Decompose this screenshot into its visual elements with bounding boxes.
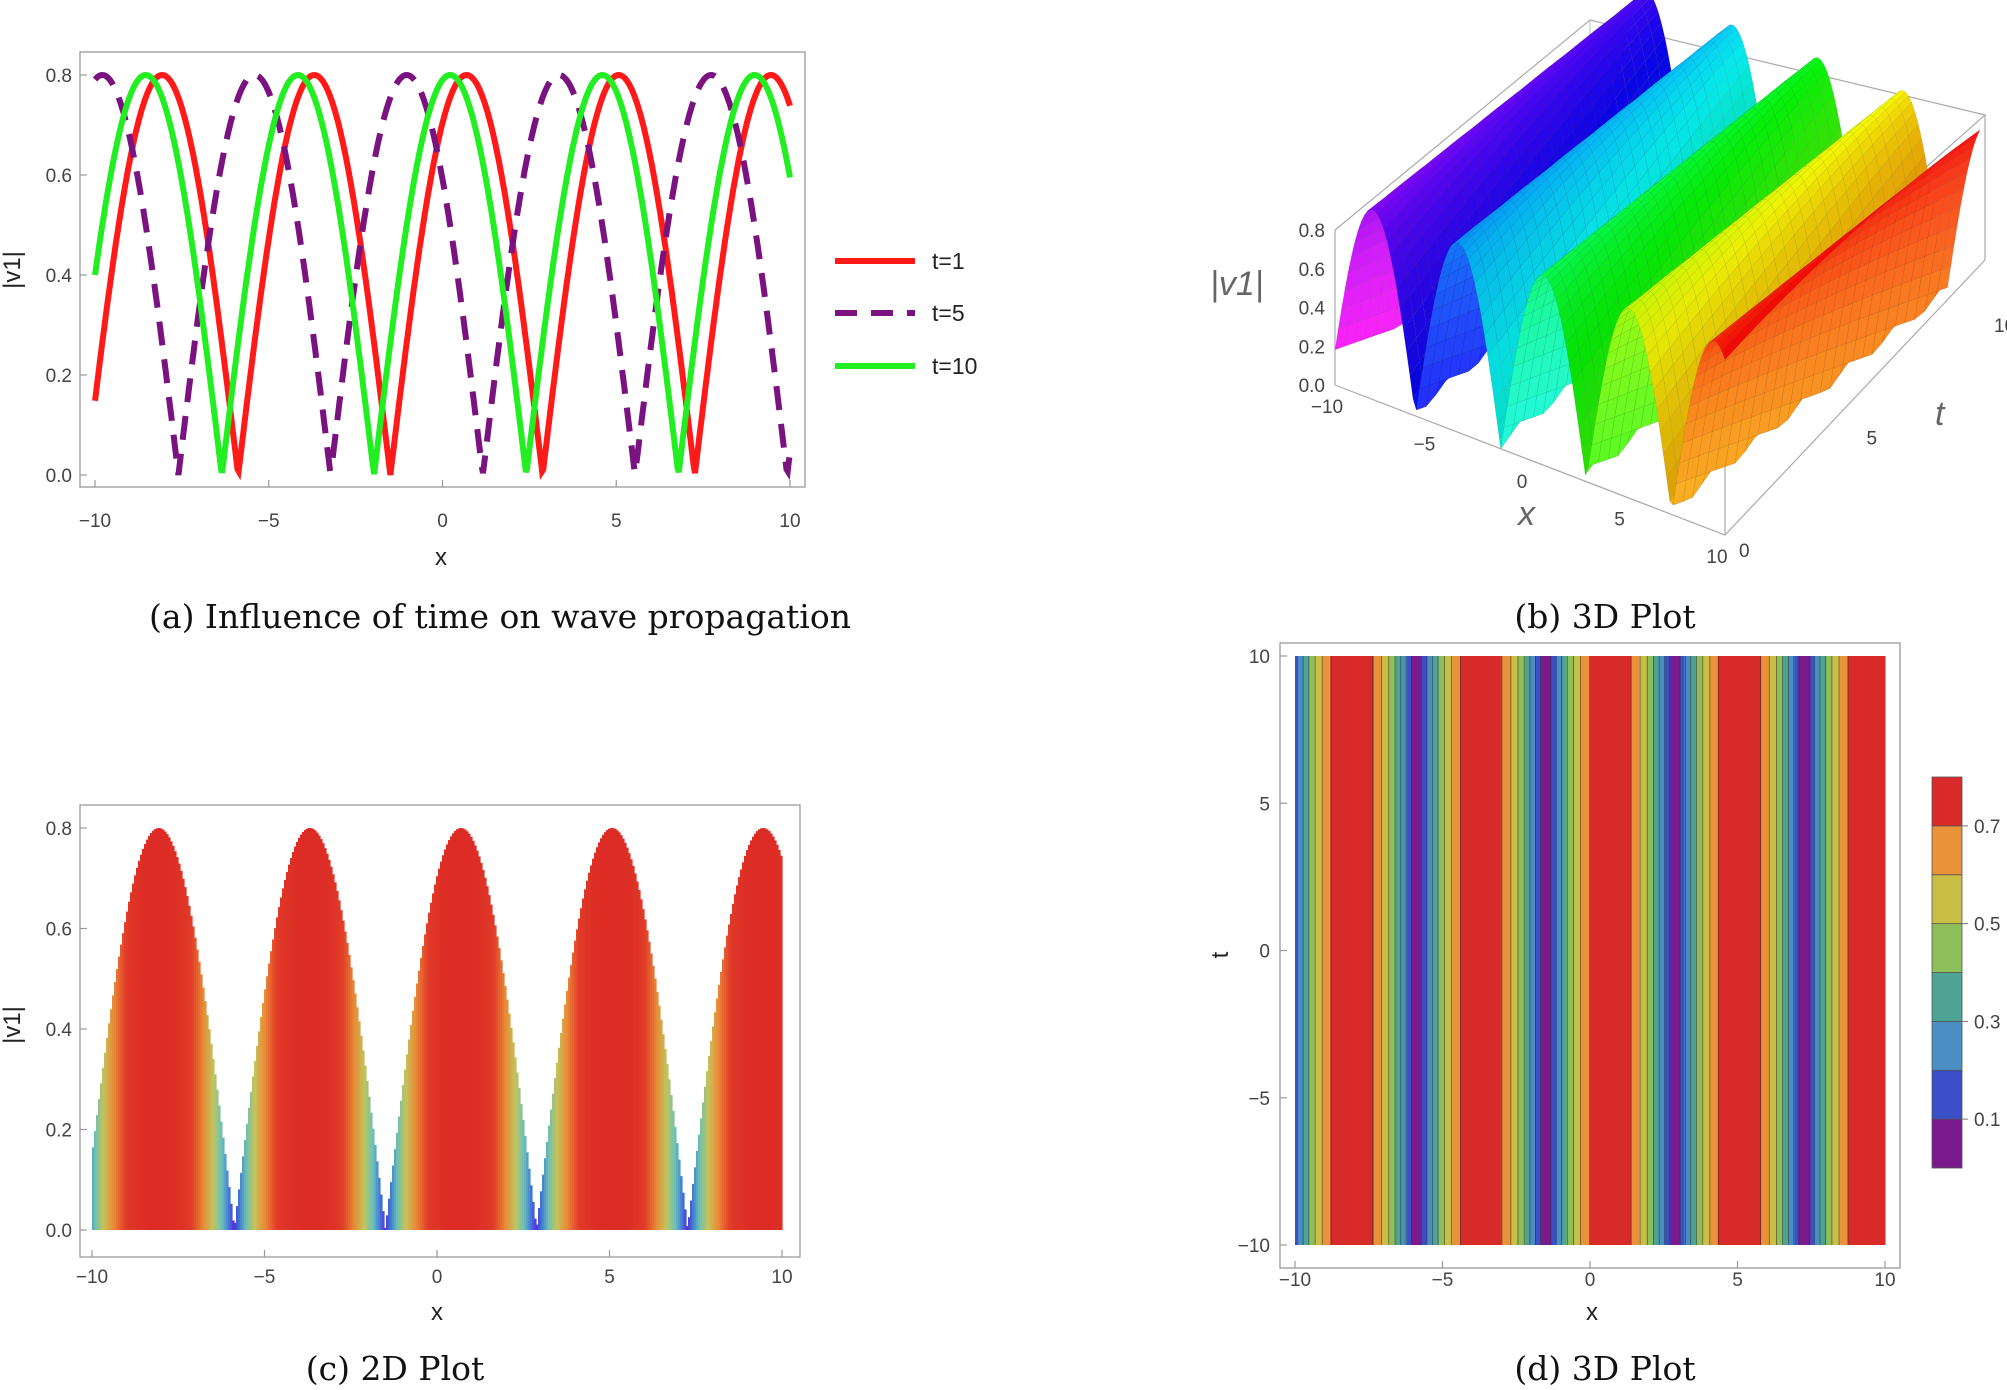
x-tick-label: 5	[611, 511, 622, 532]
x-tick-label: 10	[1706, 547, 1727, 568]
z-tick-label: 0.2	[1299, 337, 1325, 358]
x-tick-label: 5	[1614, 510, 1625, 531]
y-tick-label: 0.8	[46, 819, 72, 840]
panel-b-xlabel: x	[1516, 495, 1536, 533]
y-tick-label: 0.6	[46, 920, 72, 941]
x-tick-label: −5	[254, 1267, 276, 1288]
y-tick-label: 0.2	[46, 366, 72, 387]
panel-b-surface	[1334, 0, 1981, 506]
y-tick-label: 10	[1994, 316, 2007, 337]
y-tick-label: −5	[1248, 1089, 1270, 1110]
colorbar-segment	[1931, 1069, 1963, 1120]
y-tick-label: 0	[1739, 541, 1750, 562]
series-line-t1	[92, 71, 793, 481]
x-tick-label: 0	[432, 1267, 443, 1288]
y-tick-label: −10	[1238, 1236, 1270, 1257]
colorbar-segment	[1931, 825, 1963, 876]
y-tick-label: 5	[1867, 429, 1878, 450]
colorbar-tick-label: 0.7	[1974, 817, 2000, 838]
y-tick-label: 0	[1259, 942, 1270, 963]
x-tick-label: 0	[1585, 1270, 1596, 1291]
panel-c-ylabel: |v1|	[0, 1006, 26, 1044]
svg-text:|v1|: |v1|	[0, 1006, 26, 1044]
z-tick-label: 0.6	[1299, 260, 1325, 281]
legend-label-t1: t=1	[932, 248, 965, 274]
z-tick-label: 0.0	[1299, 376, 1325, 397]
colorbar-segment	[1931, 776, 1963, 827]
panel-c-caption: (c) 2D Plot	[306, 1349, 485, 1388]
panel-a-line-chart: −10 −5 0 5 10 0.0 0.2 0.4 0.6 0.8 x |v1| t=1 t=5…	[0, 51, 977, 636]
colorbar-tick-label: 0.1	[1974, 1110, 2000, 1131]
x-tick-label: 10	[1874, 1270, 1895, 1291]
z-tick-label: 0.8	[1299, 221, 1325, 242]
contour-band	[1883, 656, 1886, 1245]
panel-d-ylabel: t	[1207, 951, 1234, 958]
y-tick-label: 5	[1259, 794, 1270, 815]
x-tick-label: 10	[771, 1267, 792, 1288]
y-tick-label: 0.2	[46, 1121, 72, 1142]
panel-b-zlabel: |v1|	[1210, 265, 1264, 303]
panel-a-legend: t=1 t=5 t=10	[835, 248, 977, 379]
panel-d-colorbar: 0.1 0.3 0.5 0.7	[1931, 776, 2000, 1169]
colorbar-tick-label: 0.3	[1974, 1012, 2000, 1033]
x-tick-label: −5	[1432, 1270, 1454, 1291]
area-slice	[382, 1211, 385, 1230]
colorbar-tick-label: 0.5	[1974, 915, 2000, 936]
legend-label-t10: t=10	[932, 353, 977, 379]
colorbar-segment	[1931, 972, 1963, 1022]
panel-d-xlabel: x	[1586, 1299, 1598, 1326]
x-tick-label: −10	[76, 1267, 108, 1288]
y-tick-label: 10	[1249, 647, 1270, 668]
panel-a-caption: (a) Influence of time on wave propagatio…	[149, 597, 851, 636]
x-tick-label: 10	[779, 511, 800, 532]
colorbar-segment	[1931, 923, 1963, 973]
panel-b-ylabel: t	[1935, 395, 1946, 433]
svg-text:t: t	[1207, 951, 1234, 958]
y-tick-label: 0.8	[46, 66, 72, 87]
area-slice	[780, 855, 783, 1230]
panel-a-ylabel: |v1|	[0, 251, 26, 289]
x-tick-label: −5	[1414, 435, 1436, 456]
y-tick-label: 0.4	[46, 266, 73, 287]
x-tick-label: −10	[1279, 1270, 1311, 1291]
x-tick-label: 5	[604, 1267, 615, 1288]
y-tick-label: 0.6	[46, 166, 72, 187]
x-tick-label: 0	[1517, 472, 1528, 493]
series-line-t10	[92, 71, 793, 475]
colorbar-segment	[1931, 1118, 1963, 1169]
x-tick-label: −10	[79, 511, 111, 532]
panel-d-caption: (d) 3D Plot	[1514, 1349, 1695, 1388]
panel-a-xlabel: x	[435, 544, 447, 571]
x-tick-label: 0	[437, 511, 448, 532]
svg-text:|v1|: |v1|	[0, 251, 26, 289]
colorbar-segment	[1931, 874, 1963, 925]
legend-label-t5: t=5	[932, 300, 965, 326]
z-tick-label: 0.4	[1299, 299, 1326, 320]
panel-c-xlabel: x	[431, 1299, 443, 1326]
x-tick-label: −10	[1311, 397, 1343, 418]
panel-d-contour: −10 −5 0 5 10 −10 −5 0 5 10 x t 0.1 0.3 0.5 0.7 (d)…	[1207, 642, 2000, 1388]
y-tick-label: 0.0	[46, 466, 72, 487]
panel-b-caption: (b) 3D Plot	[1514, 597, 1695, 636]
panel-c-area-chart: −10 −5 0 5 10 0.0 0.2 0.4 0.6 0.8 x |v1| (c) 2D …	[0, 804, 801, 1388]
y-tick-label: 0.0	[46, 1221, 72, 1242]
y-tick-label: 0.4	[46, 1020, 73, 1041]
x-tick-label: 5	[1732, 1270, 1743, 1291]
surface-patch	[1334, 325, 1349, 350]
series-line-t5	[92, 71, 793, 481]
x-tick-label: −5	[258, 511, 280, 532]
colorbar-segment	[1931, 1020, 1963, 1071]
